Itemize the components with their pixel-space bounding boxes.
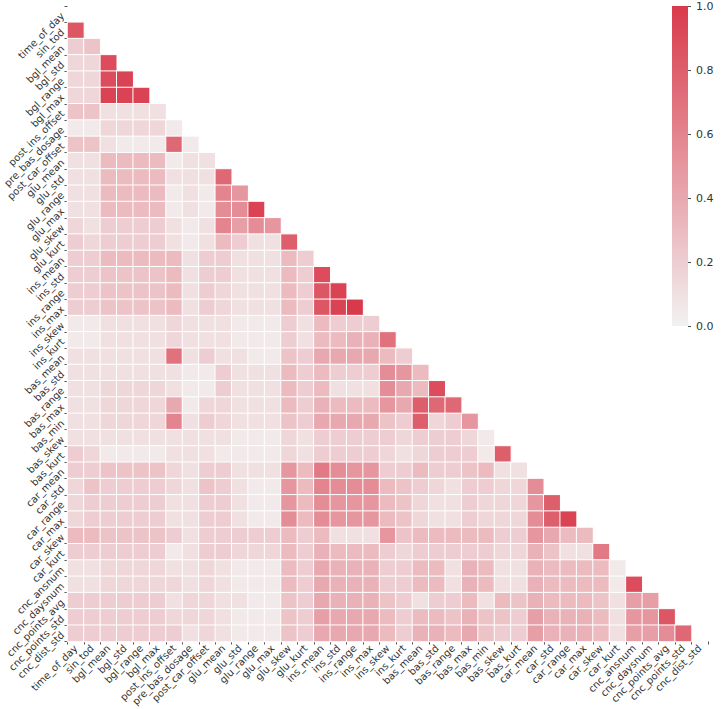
svg-text:cnc_dist_std: cnc_dist_std [15, 629, 67, 681]
svg-text:0.0: 0.0 [696, 320, 714, 333]
svg-text:0.4: 0.4 [696, 192, 714, 205]
svg-text:bas_range: bas_range [22, 385, 67, 430]
svg-text:bgl_range: bgl_range [102, 642, 146, 686]
svg-text:0.6: 0.6 [696, 128, 714, 141]
svg-text:glu_mean: glu_mean [24, 156, 67, 200]
svg-text:car_skew: car_skew [565, 642, 606, 683]
svg-text:ins_mean: ins_mean [24, 254, 67, 297]
svg-text:glu_range: glu_range [23, 189, 67, 233]
svg-text:ins_kurt: ins_kurt [30, 336, 67, 372]
svg-text:bgl_std: bgl_std [33, 59, 67, 93]
svg-text:0.2: 0.2 [696, 256, 714, 269]
svg-text:cnc_daysnum: cnc_daysnum [598, 642, 655, 699]
svg-text:cnc_points_avg: cnc_points_avg [609, 642, 671, 705]
svg-text:ins_range: ins_range [24, 287, 67, 330]
svg-text:post_ins_offset: post_ins_offset [118, 642, 179, 703]
svg-text:car_mean: car_mean [497, 642, 540, 686]
svg-text:ins_max: ins_max [338, 642, 376, 680]
svg-text:car_max: car_max [28, 515, 67, 554]
svg-text:bas_kurt: bas_kurt [485, 642, 523, 681]
svg-text:cnc_dist_std: cnc_dist_std [653, 643, 705, 695]
svg-text:pre_bas_dosage: pre_bas_dosage [130, 642, 195, 708]
svg-text:ins_skew: ins_skew [27, 319, 67, 359]
svg-text:cnc_ansnum: cnc_ansnum [586, 642, 638, 695]
svg-text:bas_max: bas_max [27, 401, 67, 441]
svg-text:cnc_ansnum: cnc_ansnum [14, 564, 67, 617]
svg-text:ins_kurt: ins_kurt [372, 642, 409, 679]
svg-text:ins_range: ins_range [316, 642, 359, 685]
svg-text:car_kurt: car_kurt [585, 642, 622, 680]
svg-text:pre_bas_dosage: pre_bas_dosage [1, 124, 67, 189]
svg-text:cnc_points_std: cnc_points_std [627, 642, 688, 703]
svg-text:glu_mean: glu_mean [185, 642, 228, 685]
svg-text:cnc_points_avg: cnc_points_avg [4, 596, 67, 659]
svg-text:glu_kurt: glu_kurt [273, 642, 310, 679]
svg-text:bas_skew: bas_skew [25, 433, 67, 476]
svg-text:bas_min: bas_min [29, 417, 67, 455]
svg-text:bas_mean: bas_mean [380, 642, 425, 687]
svg-text:bgl_std: bgl_std [95, 642, 129, 676]
svg-text:bgl_range: bgl_range [23, 75, 67, 119]
svg-text:glu_kurt: glu_kurt [30, 238, 67, 275]
svg-text:post_ins_offset: post_ins_offset [6, 108, 67, 169]
svg-text:car_kurt: car_kurt [29, 548, 67, 585]
svg-text:glu_max: glu_max [28, 205, 67, 244]
svg-text:car_std: car_std [522, 642, 556, 676]
svg-text:post_car_offset: post_car_offset [149, 642, 211, 704]
svg-text:bas_max: bas_max [434, 642, 474, 682]
svg-text:glu_max: glu_max [239, 642, 277, 681]
svg-text:bgl_max: bgl_max [28, 91, 67, 130]
svg-text:time_of_day: time_of_day [29, 642, 80, 694]
svg-text:ins_skew: ins_skew [352, 642, 392, 682]
svg-text:bas_mean: bas_mean [22, 352, 67, 397]
svg-text:bas_skew: bas_skew [465, 642, 507, 684]
svg-text:time_of_day: time_of_day [15, 10, 67, 61]
svg-text:ins_std: ins_std [310, 642, 343, 675]
svg-text:0.8: 0.8 [696, 64, 714, 77]
svg-text:glu_skew: glu_skew [253, 642, 294, 683]
svg-text:ins_std: ins_std [34, 271, 67, 304]
svg-text:car_std: car_std [33, 482, 67, 517]
svg-text:sin_tod: sin_tod [63, 642, 96, 676]
svg-text:car_range: car_range [23, 499, 67, 543]
svg-text:bgl_mean: bgl_mean [24, 42, 67, 86]
svg-text:sin_tod: sin_tod [33, 26, 67, 60]
svg-text:bgl_mean: bgl_mean [70, 642, 113, 685]
svg-text:post_car_offset: post_car_offset [5, 140, 67, 202]
svg-text:cnc_points_std: cnc_points_std [6, 613, 67, 673]
svg-text:bas_range: bas_range [413, 642, 458, 687]
svg-text:glu_std: glu_std [33, 173, 67, 207]
svg-text:bas_std: bas_std [406, 642, 441, 678]
svg-text:glu_std: glu_std [210, 642, 244, 676]
svg-text:car_skew: car_skew [26, 531, 67, 572]
svg-text:cnc_daysnum: cnc_daysnum [10, 580, 67, 637]
svg-text:ins_max: ins_max [29, 303, 67, 341]
svg-text:car_mean: car_mean [23, 466, 67, 509]
svg-text:bas_min: bas_min [453, 642, 491, 680]
svg-text:bas_kurt: bas_kurt [28, 450, 67, 488]
svg-text:1.0: 1.0 [696, 0, 714, 13]
svg-text:car_max: car_max [550, 642, 589, 681]
svg-text:glu_skew: glu_skew [26, 222, 67, 262]
svg-text:ins_mean: ins_mean [284, 642, 326, 685]
svg-text:glu_range: glu_range [217, 642, 261, 686]
svg-text:car_range: car_range [529, 642, 573, 686]
svg-text:bgl_max: bgl_max [124, 642, 162, 681]
svg-text:bas_std: bas_std [31, 368, 67, 404]
